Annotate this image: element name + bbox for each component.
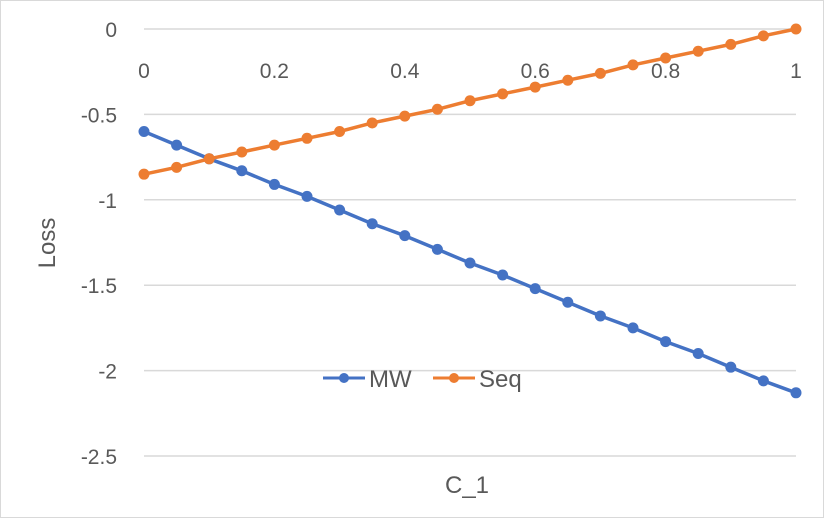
x-axis-title: C_1 [445, 472, 489, 499]
data-point-mw [399, 230, 411, 242]
gridlines [144, 113, 796, 457]
data-point-mw [594, 310, 606, 322]
data-point-mw [725, 361, 737, 373]
data-point-seq [171, 161, 183, 173]
legend-item-mw: MW [323, 366, 412, 393]
data-point-seq [203, 153, 215, 165]
data-point-seq [138, 168, 150, 180]
data-point-seq [431, 103, 443, 115]
y-tick-label: -1 [98, 190, 117, 213]
y-tick-label: 0 [105, 19, 117, 42]
legend-seq-marker [449, 373, 459, 383]
data-point-mw [431, 243, 443, 255]
data-point-mw [692, 348, 704, 360]
series-layer [138, 23, 802, 399]
x-tick-label: 0.8 [651, 60, 680, 83]
data-point-mw [464, 257, 476, 269]
x-tick-label: 0.2 [260, 60, 289, 83]
legend-mw-marker [339, 373, 349, 383]
data-point-mw [334, 204, 346, 216]
y-tick-label: -2.5 [81, 446, 117, 469]
data-point-seq [725, 38, 737, 50]
y-axis-title: Loss [34, 218, 61, 269]
data-point-mw [268, 178, 280, 190]
data-point-mw [529, 283, 541, 295]
data-point-mw [660, 336, 672, 348]
legend-item-seq: Seq [433, 366, 522, 393]
data-point-mw [627, 322, 639, 334]
data-point-seq [529, 81, 541, 93]
data-point-seq [660, 52, 672, 64]
data-point-seq [562, 74, 574, 86]
data-point-mw [138, 125, 150, 137]
y-tick-label: -2 [98, 361, 117, 384]
data-point-seq [594, 67, 606, 79]
data-point-mw [562, 296, 574, 308]
data-point-mw [790, 387, 802, 399]
data-point-seq [464, 95, 476, 107]
data-point-seq [268, 139, 280, 151]
data-point-seq [790, 23, 802, 35]
data-point-seq [399, 110, 411, 122]
y-tick-label: -0.5 [81, 104, 117, 127]
data-point-seq [627, 59, 639, 71]
data-point-mw [366, 218, 378, 230]
x-tick-label: 0 [138, 60, 150, 83]
x-tick-label: 0.4 [390, 60, 420, 83]
data-point-seq [301, 132, 313, 144]
data-point-mw [497, 269, 509, 281]
data-point-seq [334, 125, 346, 137]
legend-seq-label: Seq [479, 366, 522, 393]
data-point-mw [301, 190, 313, 202]
data-point-mw [171, 139, 183, 151]
data-point-seq [366, 117, 378, 129]
axes: 0 -0.5 -1 -1.5 -2 -2.5 0 0.2 0.4 0.6 0.8 1 [81, 19, 802, 469]
data-point-seq [236, 146, 248, 158]
legend: MW Seq [323, 366, 522, 393]
legend-mw-label: MW [369, 366, 412, 393]
data-point-mw [236, 165, 248, 177]
data-point-seq [757, 30, 769, 42]
y-tick-label: -1.5 [81, 275, 117, 298]
data-point-seq [497, 88, 509, 100]
data-point-mw [757, 375, 769, 387]
data-point-seq [692, 45, 704, 57]
x-tick-label: 1 [790, 60, 802, 83]
x-tick-label: 0.6 [521, 60, 550, 83]
